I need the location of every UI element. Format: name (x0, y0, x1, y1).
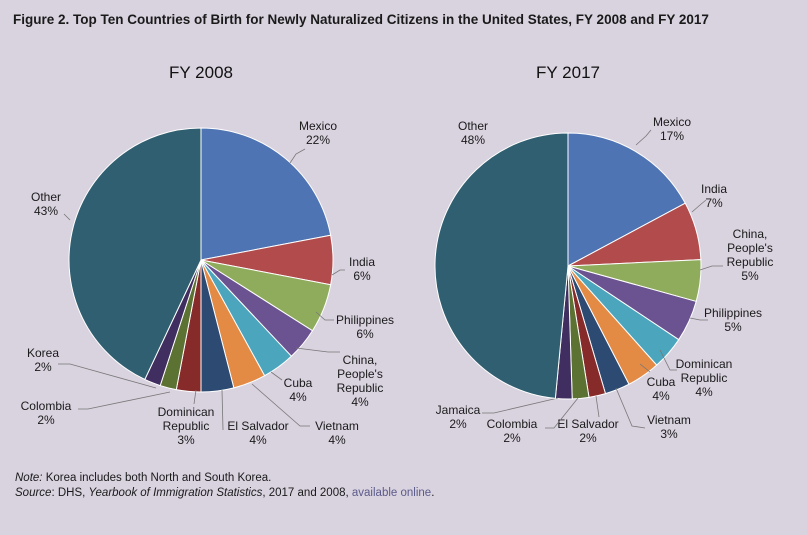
slice-category-label: India (701, 182, 727, 196)
slice-category-label: Other (31, 190, 61, 204)
figure-notes: Note: Korea includes both North and Sout… (15, 471, 434, 501)
leader-line (689, 317, 708, 321)
leader-line (63, 213, 71, 221)
slice-value-label: 4% (351, 395, 369, 409)
slice-category-label: El Salvador (227, 419, 288, 433)
source-label: Source (15, 487, 52, 499)
slice-value-label: 5% (724, 320, 742, 334)
slice-value-label: 3% (660, 427, 678, 441)
pie-charts: FY 2008Mexico22%India6%Philippines6%Chin… (21, 63, 774, 447)
leader-line (699, 265, 723, 271)
source-text-2: , 2017 and 2008, (262, 487, 352, 499)
slice-value-label: 3% (177, 433, 195, 447)
slice-category-label: Republic (681, 371, 728, 385)
slice-mexico (567, 132, 686, 267)
slice-category-label: Republic (163, 419, 210, 433)
source-line: Source: DHS, Yearbook of Immigration Sta… (15, 486, 434, 501)
slice-category-label: Colombia (487, 417, 538, 431)
slice-category-label: Philippines (704, 306, 762, 320)
slice-category-label: El Salvador (557, 417, 618, 431)
slice-category-label: Cuba (647, 375, 676, 389)
pie-title: FY 2008 (169, 63, 233, 82)
slice-other (68, 127, 202, 381)
slice-category-label: Other (458, 119, 488, 133)
slice-other (434, 132, 569, 399)
slice-category-label: Jamaica (436, 403, 481, 417)
note-label: Note: (15, 472, 43, 484)
slice-value-label: 43% (34, 204, 58, 218)
slice-category-label: People's (337, 367, 383, 381)
slice-category-label: Dominican (676, 357, 733, 371)
source-text-1: : DHS, (51, 487, 89, 499)
slice-value-label: 2% (579, 431, 597, 445)
slice-category-label: Vietnam (315, 419, 359, 433)
source-publication: Yearbook of Immigration Statistics (88, 487, 263, 499)
slice-category-label: Mexico (299, 119, 337, 133)
slice-value-label: 7% (705, 196, 723, 210)
leader-line (691, 199, 707, 213)
slice-value-label: 2% (503, 431, 521, 445)
slice-value-label: 22% (306, 133, 330, 147)
slice-mexico (200, 127, 332, 261)
slice-category-label: Cuba (284, 376, 313, 390)
leader-line (331, 269, 345, 276)
slice-category-label: Dominican (158, 405, 215, 419)
slice-value-label: 4% (249, 433, 267, 447)
pie-title: FY 2017 (536, 63, 600, 82)
slice-value-label: 2% (449, 417, 467, 431)
leader-line (58, 363, 157, 389)
slice-value-label: 2% (37, 413, 55, 427)
slice-value-label: 48% (461, 133, 485, 147)
slice-category-label: Mexico (653, 115, 691, 129)
leader-line (482, 397, 559, 414)
available-online-link[interactable]: available online (351, 487, 432, 499)
leader-line (635, 129, 652, 146)
slice-category-label: Republic (727, 255, 774, 269)
source-end: . (431, 487, 435, 499)
slice-value-label: 17% (660, 129, 684, 143)
leader-line (193, 389, 197, 405)
slice-category-label: China, (733, 227, 768, 241)
slice-category-label: Vietnam (647, 413, 691, 427)
slice-value-label: 4% (695, 385, 713, 399)
leader-line (545, 397, 579, 429)
leader-line (251, 383, 310, 427)
leader-line (295, 347, 340, 353)
slice-category-label: Korea (27, 346, 59, 360)
pie-1: FY 2017Mexico17%India7%China,People'sRep… (434, 63, 774, 445)
leader-line (639, 363, 651, 373)
slice-category-label: India (349, 255, 375, 269)
leader-line (78, 391, 171, 410)
leader-line (595, 395, 600, 418)
slice-value-label: 4% (289, 390, 307, 404)
pie-0: FY 2008Mexico22%India6%Philippines6%Chin… (21, 63, 394, 447)
slice-value-label: 5% (741, 269, 759, 283)
leader-line (659, 349, 677, 371)
leader-line (270, 371, 283, 381)
slice-value-label: 6% (356, 327, 374, 341)
slice-value-label: 4% (652, 389, 670, 403)
slice-value-label: 4% (328, 433, 346, 447)
slice-value-label: 6% (353, 269, 371, 283)
slice-category-label: Philippines (336, 313, 394, 327)
leader-line (289, 148, 306, 164)
slice-category-label: Republic (337, 381, 384, 395)
slice-category-label: People's (727, 241, 773, 255)
figure-title: Figure 2. Top Ten Countries of Birth for… (13, 12, 709, 27)
leader-line (615, 387, 646, 429)
note-line: Note: Korea includes both North and Sout… (15, 471, 434, 486)
leader-line (315, 311, 334, 321)
slice-category-label: Colombia (21, 399, 72, 413)
note-text: Korea includes both North and South Kore… (42, 472, 272, 484)
leader-line (221, 389, 224, 431)
slice-value-label: 2% (34, 360, 52, 374)
slice-category-label: China, (343, 353, 378, 367)
